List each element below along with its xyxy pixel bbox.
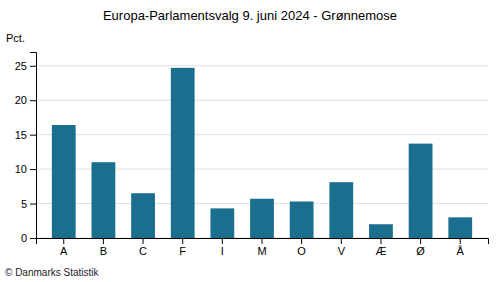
y-tick: 15 — [15, 129, 36, 141]
y-tick: 5 — [21, 198, 36, 210]
x-tick-label: Å — [457, 245, 465, 257]
bars — [52, 68, 472, 238]
x-tick-mark — [182, 238, 183, 244]
chart-container: Europa-Parlamentsvalg 9. juni 2024 - Grø… — [0, 0, 500, 282]
y-tick-mark — [30, 66, 36, 67]
grid-line — [36, 100, 488, 101]
y-tick-label: 10 — [15, 163, 27, 175]
y-tick-label: 20 — [15, 94, 27, 106]
x-tick-label: V — [338, 245, 346, 257]
bar — [171, 68, 195, 238]
x-tick-label: C — [139, 245, 147, 257]
bar — [369, 224, 393, 238]
plot: 0 5 10 15 20 25 A B C F I M O V Æ Ø Å — [15, 53, 489, 257]
x-axis: ABCFIMOVÆØÅ — [37, 238, 489, 257]
bar — [210, 208, 234, 238]
y-tick-label: 15 — [15, 129, 27, 141]
x-tick-mark — [341, 238, 342, 244]
x-tick-mark — [380, 238, 381, 244]
x-tick: F — [179, 238, 186, 257]
y-axis-label: Pct. — [6, 32, 25, 44]
x-tick-mark — [420, 238, 421, 244]
x-tick: I — [221, 238, 224, 257]
title: Europa-Parlamentsvalg 9. juni 2024 - Grø… — [103, 8, 397, 23]
x-tick: V — [338, 238, 346, 257]
grid-line — [36, 65, 488, 66]
x-tick-label: O — [297, 245, 306, 257]
x-tick-label: I — [221, 245, 224, 257]
x-tick: O — [297, 238, 306, 257]
x-tick: Å — [457, 238, 465, 257]
chart-svg: Europa-Parlamentsvalg 9. juni 2024 - Grø… — [0, 0, 500, 282]
bar — [92, 162, 116, 238]
x-tick-mark — [103, 238, 104, 244]
y-tick: 25 — [15, 60, 36, 72]
y-tick: 0 — [21, 232, 36, 244]
y-tick-mark — [30, 100, 36, 101]
x-axis-line — [37, 239, 489, 245]
y-axis: 0 5 10 15 20 25 — [15, 53, 37, 245]
x-tick: Ø — [416, 238, 425, 257]
bar — [131, 193, 155, 238]
x-tick: M — [257, 238, 266, 257]
bar — [409, 144, 433, 238]
x-tick-mark — [222, 238, 223, 244]
bar — [290, 201, 314, 238]
bar — [52, 125, 76, 238]
x-tick-label: A — [60, 245, 68, 257]
footer: © Danmarks Statistik — [5, 267, 100, 278]
x-tick-mark — [301, 238, 302, 244]
x-tick-mark — [262, 238, 263, 244]
bar — [250, 199, 274, 238]
y-tick-label: 0 — [21, 232, 27, 244]
x-tick: B — [100, 238, 107, 257]
grid — [36, 66, 488, 238]
x-tick-label: F — [179, 245, 186, 257]
x-tick: A — [60, 238, 68, 257]
grid-line — [36, 134, 488, 135]
y-tick: 10 — [15, 163, 36, 175]
x-tick: C — [139, 238, 147, 257]
y-tick-label: 25 — [15, 60, 27, 72]
y-tick: 20 — [15, 94, 36, 106]
y-axis-line — [30, 53, 37, 239]
y-tick-mark — [30, 135, 36, 136]
x-tick-label: M — [257, 245, 266, 257]
x-tick-mark — [63, 238, 64, 244]
x-tick-label: Æ — [375, 245, 386, 257]
x-tick-label: Ø — [416, 245, 425, 257]
x-tick: Æ — [375, 238, 386, 257]
x-tick-label: B — [100, 245, 107, 257]
y-tick-mark — [30, 238, 36, 239]
y-tick-mark — [30, 169, 36, 170]
y-tick-label: 5 — [21, 198, 27, 210]
bar — [448, 217, 472, 238]
bar — [329, 182, 353, 238]
x-tick-mark — [460, 238, 461, 244]
x-tick-mark — [143, 238, 144, 244]
y-tick-mark — [30, 204, 36, 205]
